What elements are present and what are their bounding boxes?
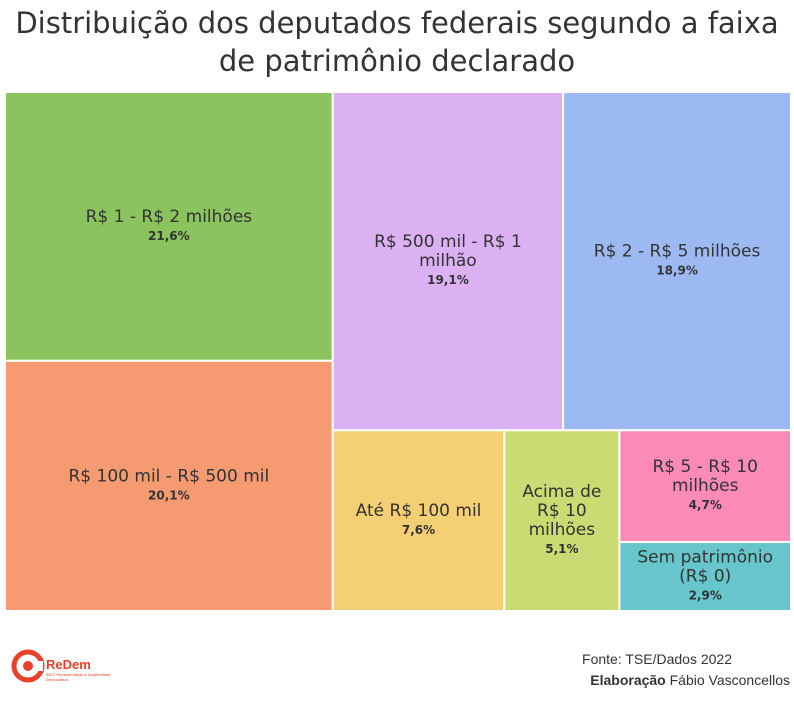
treemap-cell-rect xyxy=(618,541,793,612)
treemap-chart: R$ 1 - R$ 2 milhões 21,6% R$ 100 mil - R$ … xyxy=(4,91,793,612)
treemap-cell-rect xyxy=(562,91,793,432)
cell-value: 7,6% xyxy=(402,523,435,537)
cell-label: R$ 5 - R$ 10 milhões xyxy=(652,457,757,496)
cell-label: R$ 2 - R$ 5 milhões xyxy=(594,242,761,262)
treemap-cell: R$ 500 mil - R$ 1 milhão 19,1% xyxy=(331,91,565,432)
cell-label: R$ 1 - R$ 2 milhões xyxy=(86,207,253,227)
treemap-cell-rect xyxy=(331,429,506,612)
treemap-cell: R$ 100 mil - R$ 500 mil 20,1% xyxy=(4,359,334,612)
logo-subtitle: INCT Representação e Legitimidade Democr… xyxy=(46,672,111,682)
treemap-cell-rect xyxy=(503,429,621,612)
cell-value: 21,6% xyxy=(148,229,190,243)
cell-value: 20,1% xyxy=(148,488,190,502)
cell-label: Até R$ 100 mil xyxy=(356,501,482,521)
cell-value: 19,1% xyxy=(427,273,469,287)
source-note: Fonte: TSE/Dados 2022 xyxy=(582,651,732,667)
redem-logo-icon xyxy=(11,649,45,683)
cell-label: Sem patrimônio (R$ 0) xyxy=(637,548,773,587)
cell-label: R$ 500 mil - R$ 1 milhão xyxy=(374,232,522,271)
cell-label: R$ 100 mil - R$ 500 mil xyxy=(69,466,270,486)
redem-logo: ReDem INCT Representação e Legitimidade … xyxy=(8,644,118,688)
treemap-cell: R$ 5 - R$ 10 milhões 4,7% xyxy=(618,429,793,544)
logo-name: ReDem xyxy=(46,657,91,672)
treemap-cell: R$ 2 - R$ 5 milhões 18,9% xyxy=(562,91,793,432)
treemap-cell: R$ 1 - R$ 2 milhões 21,6% xyxy=(4,91,334,362)
cell-value: 18,9% xyxy=(656,264,698,278)
cell-value: 5,1% xyxy=(545,542,578,556)
credit-name: Fábio Vasconcellos xyxy=(669,672,790,688)
chart-title: Distribuição dos deputados federais segu… xyxy=(15,6,779,78)
credit-note: Elaboração Fábio Vasconcellos xyxy=(590,672,790,688)
treemap-cell-rect xyxy=(618,429,793,544)
treemap-cell-rect xyxy=(331,91,565,432)
treemap-cell: Sem patrimônio (R$ 0) 2,9% xyxy=(618,541,793,612)
cell-label: Acima de R$ 10 milhões xyxy=(522,482,601,540)
cell-value: 4,7% xyxy=(689,498,722,512)
treemap-cell: Até R$ 100 mil 7,6% xyxy=(331,429,506,612)
credit-label: Elaboração xyxy=(590,672,666,688)
treemap-cell: Acima de R$ 10 milhões 5,1% xyxy=(503,429,621,612)
cell-value: 2,9% xyxy=(689,589,722,603)
